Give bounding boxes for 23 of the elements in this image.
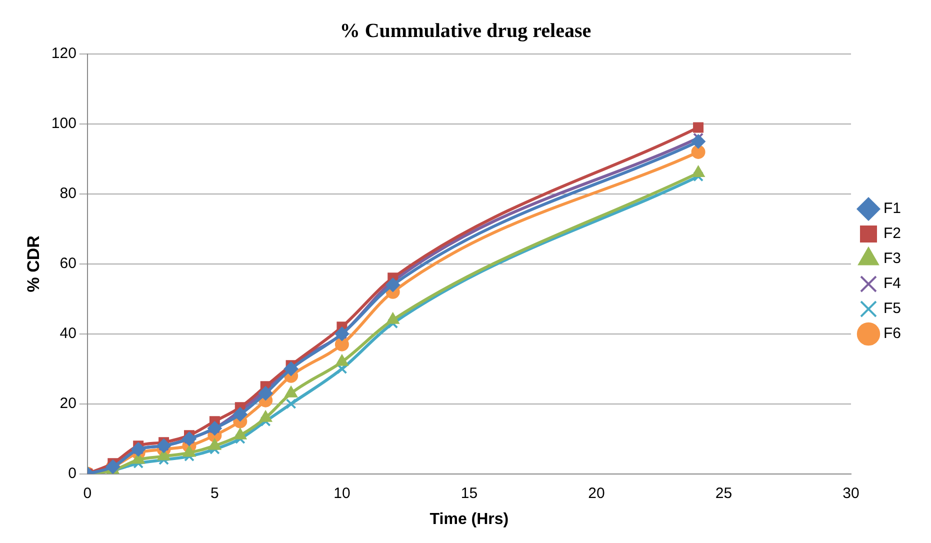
legend-label: F6 (883, 325, 902, 342)
legend-label: F4 (883, 275, 902, 292)
x-tick-label: 0 (83, 484, 92, 502)
legend-label: F5 (883, 300, 902, 318)
x-tick-label: 5 (210, 484, 219, 502)
y-tick-label: 40 (60, 325, 76, 342)
y-tick-label: 60 (60, 255, 76, 272)
x-tick-label: 30 (842, 484, 860, 502)
legend-label: F3 (883, 250, 902, 268)
y-tick-label: 80 (60, 185, 76, 202)
x-tick-label: 15 (460, 484, 478, 502)
legend-label: F2 (883, 225, 902, 242)
x-tick-label: 25 (715, 484, 732, 502)
y-tick-label: 0 (68, 464, 76, 482)
y-axis-title: % CDR (24, 236, 43, 292)
y-tick-label: 120 (51, 45, 76, 62)
legend-label: F1 (883, 200, 902, 218)
y-tick-label: 100 (51, 115, 76, 132)
x-tick-label: 10 (334, 484, 350, 502)
x-tick-label: 20 (588, 484, 605, 502)
y-tick-label: 20 (60, 394, 76, 412)
chart-title: % Cummulative drug release (340, 20, 592, 42)
x-axis-title: Time (Hrs) (430, 510, 509, 528)
